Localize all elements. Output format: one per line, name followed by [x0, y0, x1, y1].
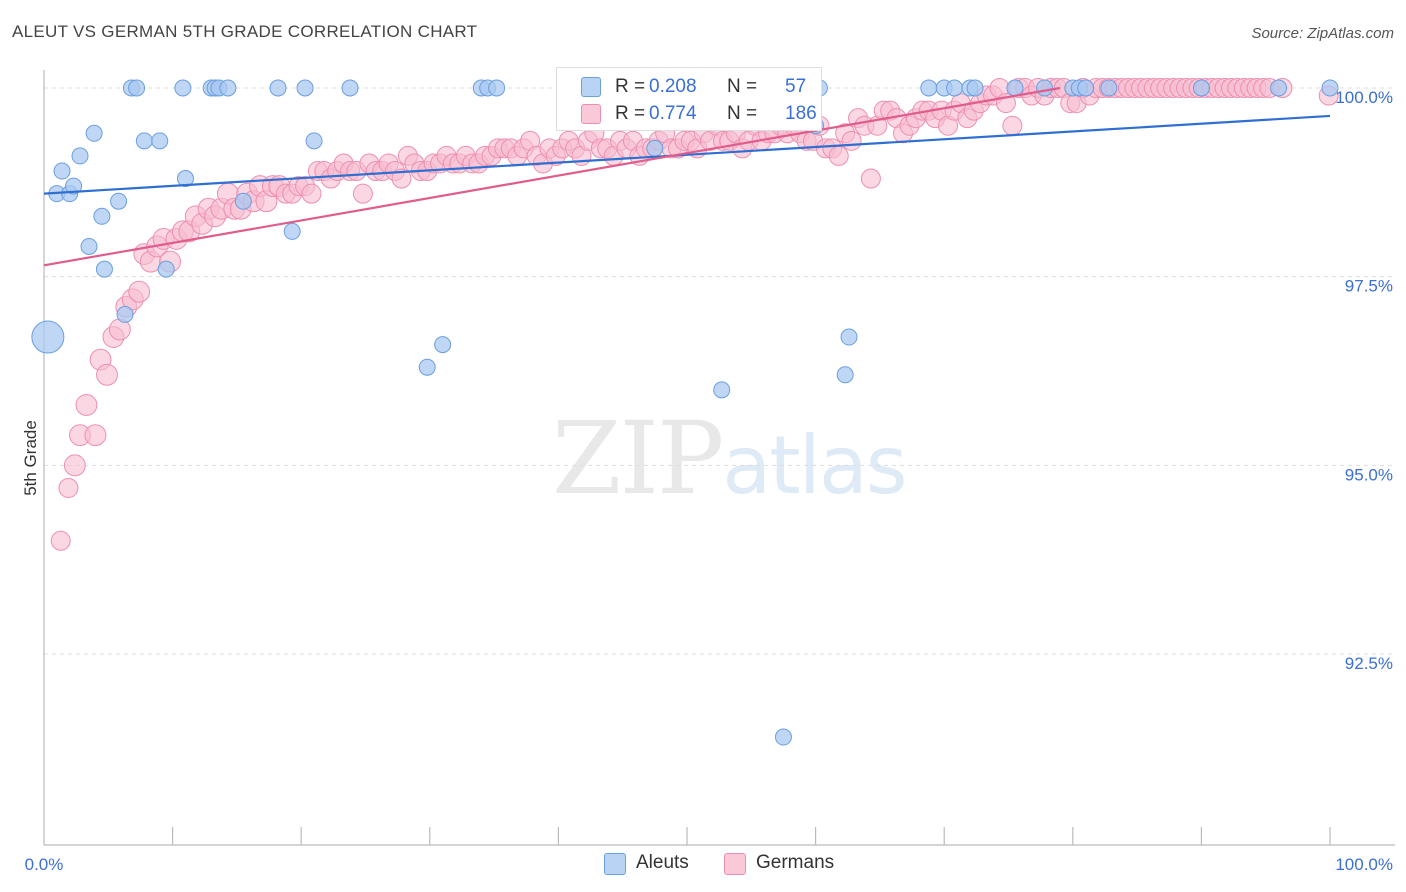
chart-title: ALEUT VS GERMAN 5TH GRADE CORRELATION CH…	[12, 22, 478, 41]
aleuts-point	[53, 162, 71, 180]
aleuts-point	[283, 222, 301, 240]
aleuts-point	[836, 366, 854, 384]
n-label: N =	[727, 103, 758, 124]
aleuts-point	[646, 139, 664, 157]
aleuts-point	[151, 132, 169, 150]
aleuts-point	[31, 320, 65, 354]
stats-legend: R = 0.208 N = 57 R = 0.774 N = 186	[556, 67, 822, 131]
aleuts-point	[434, 336, 452, 354]
aleuts-point	[269, 79, 287, 97]
aleuts-point	[1100, 79, 1118, 97]
aleuts-r-value: 0.208	[649, 76, 697, 97]
aleuts-point	[71, 147, 89, 165]
aleuts-point	[966, 79, 984, 97]
y-tick-label: 92.5%	[1345, 654, 1393, 673]
source-label: Source: ZipAtlas.com	[1251, 25, 1394, 42]
aleuts-legend-swatch	[604, 853, 626, 875]
aleuts-point	[488, 79, 506, 97]
germans-trend-line	[43, 86, 1061, 267]
y-tick-label: 97.5%	[1345, 277, 1393, 296]
aleuts-point	[920, 79, 938, 97]
aleuts-point	[1192, 79, 1210, 97]
axes	[43, 70, 1395, 846]
germans-legend-swatch	[724, 853, 746, 875]
aleuts-point	[176, 170, 194, 188]
germans-swatch	[581, 104, 601, 124]
germans-point	[50, 530, 71, 551]
germans-point	[841, 130, 862, 151]
aleuts-point	[110, 192, 128, 210]
germans-point	[128, 280, 151, 303]
germans-point	[860, 168, 881, 189]
r-label: R =	[615, 76, 646, 97]
aleuts-point	[713, 381, 731, 399]
aleuts-trend-line	[43, 114, 1331, 195]
aleuts-point	[65, 177, 83, 195]
grid-lines	[44, 87, 1395, 655]
aleuts-point	[157, 260, 175, 278]
germans-legend-label: Germans	[756, 852, 835, 873]
x-tick-label: 0.0%	[25, 855, 64, 874]
aleuts-point	[1270, 79, 1288, 97]
aleuts-point	[341, 79, 359, 97]
germans-point	[391, 168, 412, 189]
aleuts-point	[1077, 79, 1095, 97]
germans-point	[75, 394, 98, 416]
watermark-zip: ZIP	[552, 400, 724, 517]
trend-lines	[43, 86, 1331, 267]
aleuts-point	[95, 260, 113, 278]
aleuts-point	[93, 207, 111, 225]
aleuts-point	[296, 79, 314, 97]
x-tick-label: 100.0%	[1335, 855, 1393, 874]
germans-point	[58, 477, 79, 498]
germans-n-value: 186	[785, 103, 817, 124]
tick-labels: 100.0% 97.5% 95.0% 92.5% 0.0% 100.0% 5th Grade	[21, 88, 1393, 874]
aleuts-point	[840, 328, 858, 346]
y-tick-label: 95.0%	[1345, 465, 1393, 484]
aleuts-point	[1006, 79, 1024, 97]
aleuts-point	[1321, 79, 1339, 97]
aleuts-point	[418, 358, 436, 376]
data-points	[31, 78, 1339, 746]
germans-point	[96, 363, 118, 386]
germans-point	[301, 183, 322, 204]
aleuts-n-value: 57	[785, 76, 807, 97]
aleuts-legend-label: Aleuts	[636, 852, 689, 873]
aleuts-point	[85, 124, 103, 142]
aleuts-swatch	[581, 77, 601, 97]
y-tick-label: 100.0%	[1335, 88, 1393, 107]
n-label: N =	[727, 76, 758, 97]
aleuts-point	[1036, 79, 1054, 97]
aleuts-point	[945, 79, 963, 97]
germans-point	[828, 145, 849, 166]
aleuts-point	[234, 192, 252, 210]
aleuts-point	[80, 237, 98, 255]
aleuts-point	[174, 79, 192, 97]
y-axis-label: 5th Grade	[21, 420, 40, 496]
aleuts-point	[135, 132, 153, 150]
aleuts-point	[774, 728, 792, 746]
aleuts-point	[305, 132, 323, 150]
aleuts-point	[128, 79, 146, 97]
germans-point	[63, 454, 86, 477]
germans-point	[352, 183, 373, 204]
germans-point	[1002, 115, 1023, 136]
germans-point	[84, 424, 107, 447]
aleuts-point	[116, 305, 134, 323]
r-label: R =	[615, 103, 646, 124]
germans-r-value: 0.774	[649, 103, 697, 124]
aleuts-point	[219, 79, 237, 97]
